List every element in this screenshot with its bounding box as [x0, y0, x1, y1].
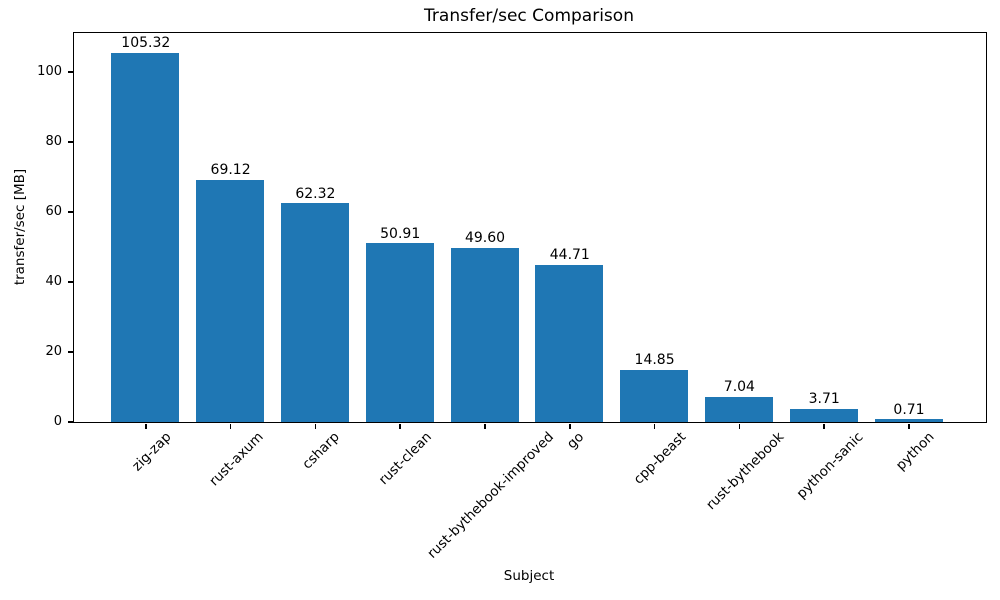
bar-value-label: 14.85 [634, 352, 675, 368]
bar-value-label: 49.60 [464, 230, 506, 247]
x-tick-label-rust-clean: rust-clean [376, 429, 436, 489]
x-tick [314, 423, 317, 429]
x-tick-label-python: python [892, 429, 938, 474]
bar-value-label: 69.12 [210, 161, 251, 178]
bar-value-label: 62.32 [295, 185, 336, 202]
bar-python-sanic [789, 408, 858, 422]
chart-title: Transfer/sec Comparison [424, 6, 634, 26]
x-tick-label-csharp: csharp [299, 429, 344, 473]
y-tick-label: 80 [45, 133, 62, 149]
y-tick-label: 40 [45, 273, 62, 289]
bar-cpp-beast [620, 369, 689, 422]
bar-value-label: 3.71 [808, 391, 840, 407]
bar-value-label: 0.71 [893, 401, 925, 418]
x-tick [738, 423, 741, 429]
x-tick-label-rust-bythebook: rust-bythebook [703, 429, 788, 514]
bar-value-label: 7.04 [723, 379, 755, 396]
x-tick-label-cpp-beast: cpp-beast [630, 429, 690, 488]
x-tick [145, 423, 147, 429]
y-tick [67, 281, 73, 283]
x-tick-label-rust-bythebook-improved: rust-bythebook-improved [424, 429, 557, 562]
plot-area [72, 31, 987, 423]
x-tick-label-zig-zap: zig-zap [128, 429, 175, 475]
bar-value-label: 105.32 [121, 35, 171, 52]
x-tick [653, 423, 656, 429]
x-tick-label-python-sanic: python-sanic [793, 429, 867, 502]
x-tick [229, 423, 232, 429]
bar-csharp [280, 203, 349, 422]
y-tick [67, 421, 73, 423]
y-axis-label: transfer/sec [MB] [12, 168, 28, 286]
bar-value-label: 44.71 [549, 247, 590, 264]
y-tick [67, 141, 73, 143]
bar-rust-bythebook-improved [450, 247, 519, 422]
bar-python [874, 419, 943, 422]
x-tick-label-go: go [563, 429, 587, 453]
bar-go [535, 264, 604, 422]
bar-rust-axum [196, 179, 265, 422]
x-axis-label: Subject [503, 568, 555, 584]
y-tick [67, 71, 73, 73]
x-tick-label-rust-axum: rust-axum [206, 429, 267, 490]
x-tick [908, 423, 910, 429]
y-tick [67, 211, 73, 213]
bar-rust-clean [365, 243, 434, 422]
y-tick-label: 100 [37, 63, 62, 79]
y-tick-label: 20 [45, 343, 62, 359]
x-tick [484, 423, 486, 429]
y-tick-label: 0 [53, 414, 62, 429]
bar-rust-bythebook [704, 396, 773, 422]
y-tick [67, 351, 73, 353]
x-tick [569, 423, 571, 429]
x-tick [399, 423, 401, 429]
y-tick-label: 60 [45, 203, 62, 219]
bar-value-label: 50.91 [380, 225, 421, 242]
x-tick [823, 423, 825, 429]
bar-zig-zap [111, 52, 180, 422]
